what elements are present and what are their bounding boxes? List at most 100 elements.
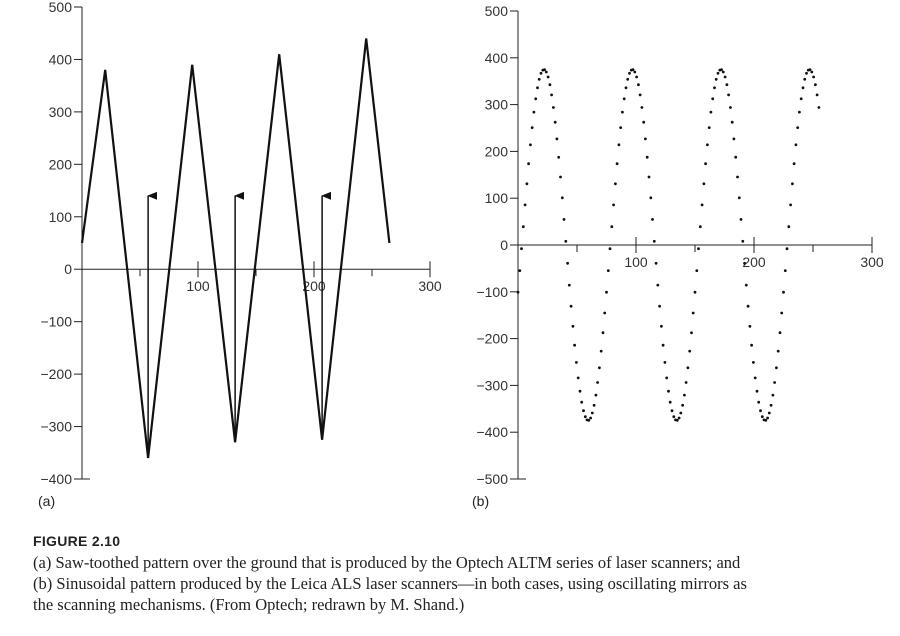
chart-a-x-tick-label: 300 — [418, 278, 442, 294]
chart-a-y-tick-label: 100 — [49, 209, 73, 225]
sine-point — [532, 110, 536, 114]
sine-point — [553, 120, 557, 124]
sine-point — [582, 409, 585, 413]
sine-point — [642, 120, 646, 124]
sine-point — [654, 261, 658, 265]
sine-point — [621, 110, 624, 114]
sine-point — [617, 143, 621, 147]
sine-point — [695, 269, 699, 272]
sine-point — [773, 381, 776, 384]
sine-point — [789, 203, 792, 207]
caption-line-2: (b) Sinusoidal pattern produced by the L… — [33, 574, 747, 593]
sine-point — [587, 418, 591, 422]
sine-point — [530, 126, 534, 129]
chart-b-y-tick-label: 400 — [485, 50, 509, 66]
sine-point — [518, 269, 522, 272]
sine-point — [615, 162, 619, 166]
sine-point — [769, 403, 773, 407]
chart-a-y-tick-label: 300 — [49, 104, 73, 120]
sine-point — [752, 361, 755, 364]
sine-point — [688, 349, 692, 353]
sine-point — [552, 106, 555, 109]
sine-point — [663, 361, 667, 364]
sine-point — [645, 155, 649, 159]
sine-point — [608, 247, 612, 251]
chart-a-arrows — [147, 191, 332, 459]
sine-point — [606, 269, 610, 272]
sine-point — [799, 97, 803, 101]
sine-point — [729, 106, 732, 109]
chart-panel-b: 500 400 300 200 100 0 −100 −200 −300 −400 −500 100 2… — [472, 3, 884, 509]
sine-point — [739, 218, 743, 221]
sine-point — [610, 225, 614, 229]
sine-point — [803, 77, 807, 81]
sine-point — [764, 418, 768, 422]
chart-b-y-tick-label: 500 — [485, 3, 509, 19]
sine-point — [560, 196, 564, 200]
chart-b-y-tick-label: −400 — [476, 424, 508, 440]
sine-point — [675, 418, 679, 422]
sine-point — [757, 400, 761, 404]
chart-b-series — [516, 68, 821, 422]
sine-point — [525, 182, 529, 186]
sine-point — [730, 120, 734, 124]
figure-label: FIGURE 2.10 — [33, 533, 121, 549]
sine-point — [575, 361, 578, 364]
sine-point — [567, 283, 571, 287]
caption-line-1: (a) Saw-toothed pattern over the ground … — [33, 553, 741, 572]
sawtooth-line — [80, 38, 391, 459]
sine-point — [684, 381, 688, 384]
chart-a-y-tick-label: 500 — [49, 0, 73, 15]
sine-point — [697, 247, 700, 251]
chart-a-y-tick-label: −300 — [40, 419, 72, 435]
sine-point — [596, 381, 599, 384]
sine-point — [798, 110, 801, 114]
sine-point — [796, 126, 800, 129]
chart-a-y-tick-label: 400 — [49, 51, 73, 67]
sine-point — [721, 70, 725, 74]
sine-point — [791, 182, 794, 186]
sine-point — [546, 75, 550, 79]
chart-a-y-tick-label: −400 — [40, 471, 72, 487]
panel-a-label: (a) — [38, 493, 55, 509]
sine-point — [536, 86, 539, 90]
chart-a-y-tick-label: −200 — [40, 366, 72, 382]
chart-a-y-tick-label: 200 — [49, 156, 73, 172]
sine-point — [614, 182, 617, 186]
sine-point — [776, 349, 780, 353]
sine-point — [744, 283, 748, 287]
chart-b-y-tick-label: −200 — [476, 331, 508, 347]
sine-point — [569, 304, 573, 308]
sine-point — [787, 225, 791, 229]
sine-point — [737, 196, 741, 200]
sine-point — [520, 247, 523, 251]
sine-point — [810, 70, 814, 74]
sine-point — [741, 239, 745, 243]
chart-b-y-tick-label: 200 — [485, 143, 509, 159]
sine-point — [544, 70, 548, 74]
sine-point — [564, 239, 568, 243]
sine-point — [598, 366, 601, 370]
sine-point — [622, 97, 626, 101]
sine-point — [647, 175, 651, 179]
sine-point — [644, 137, 647, 141]
sine-point — [661, 343, 665, 347]
sine-point — [734, 155, 738, 159]
sine-point — [667, 389, 670, 393]
sine-point — [805, 71, 808, 75]
chart-b-y-tick-label: 100 — [485, 190, 509, 206]
sine-point — [677, 416, 681, 420]
sine-point — [714, 77, 718, 81]
sine-point — [814, 83, 817, 87]
sine-point — [750, 343, 753, 347]
sine-point — [679, 411, 683, 415]
sine-point — [672, 415, 676, 419]
sine-point — [649, 196, 653, 200]
sine-point — [638, 93, 642, 97]
chart-b-x-tick-label: 300 — [860, 254, 884, 270]
sine-point — [605, 290, 608, 294]
sine-point — [743, 261, 746, 265]
sine-point — [709, 110, 713, 114]
sine-point — [543, 68, 546, 72]
sine-point — [658, 304, 661, 308]
